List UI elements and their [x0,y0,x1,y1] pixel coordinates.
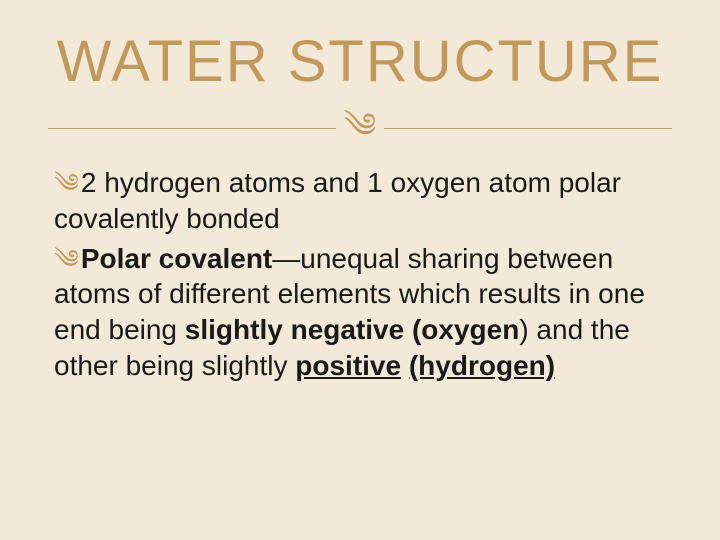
slide-content: ༄2 hydrogen atoms and 1 oxygen atom pola… [48,165,672,384]
slide: WATER STRUCTURE ༄ ༄2 hydrogen atoms and … [0,0,720,540]
divider-line-left [48,128,336,129]
bullet-text-bold-underline: positive [295,350,401,381]
slide-title: WATER STRUCTURE [48,28,672,95]
bullet-marker-icon: ༄ [54,244,79,274]
bullet-item: ༄2 hydrogen atoms and 1 oxygen atom pola… [54,165,666,237]
divider-ornament-icon: ༄ [344,109,376,143]
bullet-text-bold [401,350,409,381]
divider-line-right [384,128,672,129]
bullet-text-bold-underline: (hydrogen) [409,350,555,381]
bullet-text-bold: slightly negative (oxygen [185,314,520,345]
bullet-text-bold: Polar covalent [81,243,272,274]
title-divider: ༄ [48,113,672,143]
bullet-text: 2 hydrogen atoms and 1 oxygen atom polar… [54,167,621,234]
bullet-item: ༄Polar covalent—unequal sharing between … [54,241,666,384]
bullet-marker-icon: ༄ [54,168,79,198]
